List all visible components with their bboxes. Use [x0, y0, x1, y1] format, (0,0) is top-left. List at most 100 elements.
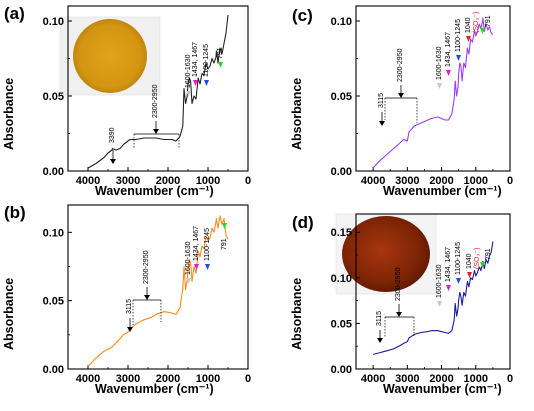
- annotation-1434-1467: 1434, 1467: [192, 42, 199, 86]
- annotations-d: 3115 2300-2950 1600-1630 1434, 1467 1100: [376, 242, 492, 343]
- annotation-1040-so3: 1040 (SO₃⁻): [466, 248, 481, 278]
- annotation-1100-1245: 1100-1245: [455, 19, 462, 61]
- panel-c: (c) Absorbance Wavenumber (cm⁻¹) 4000 300…: [290, 5, 513, 198]
- annotation-label: 1434, 1467: [193, 226, 200, 261]
- x-tick-label: 1000: [464, 175, 488, 187]
- annotation-label: 2300-2950: [152, 84, 159, 118]
- x-tick-label: 1000: [196, 373, 220, 385]
- panel-label: (a): [4, 4, 25, 23]
- x-axis-title: Wavenumber (cm⁻¹): [383, 184, 502, 198]
- annotation-2300-2950: 2300-2950: [132, 250, 162, 325]
- y-axis-title: Absorbance: [2, 78, 16, 150]
- inset-photo: [335, 213, 437, 295]
- annotation-label: 2300-2950: [397, 48, 404, 82]
- panel-a: (a) Absorbance Wavenumber (cm⁻¹) 4000 300…: [2, 4, 251, 198]
- y-tick-label: 0.10: [331, 273, 352, 285]
- annotation-1600-1630: 1600-1630: [436, 264, 443, 307]
- x-axis-title: Wavenumber (cm⁻¹): [383, 382, 502, 396]
- annotation-2300-2950: 2300-2950: [384, 267, 415, 338]
- x-axis-title: Wavenumber (cm⁻¹): [95, 184, 214, 198]
- inset-photo: [59, 16, 161, 96]
- annotation-label: 1600-1630: [185, 241, 192, 275]
- annotation-label: 1100-1245: [455, 242, 462, 275]
- panel-d: (d) Absorbance Wavenumber (cm⁻¹) 4000 300…: [290, 213, 513, 396]
- x-tick-label: 0: [245, 373, 251, 385]
- annotation-2300-2950: 2300-2950: [133, 84, 180, 148]
- plot-frame: [67, 204, 249, 370]
- y-tick-label: 0.05: [331, 318, 352, 330]
- y-axis-title: Absorbance: [2, 278, 16, 350]
- annotation-3115: 3115: [126, 299, 133, 332]
- spectrum-plot-b: 4000 3000 2000 1000 0 0.00 0.05 0.10: [43, 204, 251, 385]
- x-tick-label: 2000: [429, 175, 453, 187]
- annotation-label: 791: [217, 47, 224, 59]
- annotation-label: 1100-1245: [455, 19, 462, 52]
- y-tick-label: 0.05: [43, 296, 64, 308]
- y-tick-label: 0.00: [43, 166, 64, 178]
- x-axis-title: Wavenumber (cm⁻¹): [95, 382, 214, 396]
- x-tick-label: 1000: [464, 373, 488, 385]
- x-tick-label: 2000: [156, 373, 180, 385]
- annotation-label: 1600-1630: [436, 264, 443, 298]
- x-tick-label: 0: [507, 373, 513, 385]
- y-axis-title: Absorbance: [290, 278, 304, 350]
- annotation-1600-1630: 1600-1630: [185, 241, 192, 284]
- spectrum-plot-c: 4000 3000 2000 1000 0 0.00 0.05 0.10: [331, 5, 513, 187]
- x-tick-label: 0: [507, 175, 513, 187]
- yellow-film-photo: [73, 19, 147, 93]
- annotation-1434-1467: 1434, 1467: [193, 226, 200, 270]
- y-tick-label: 0.05: [331, 91, 352, 103]
- annotation-label: 3390: [109, 127, 116, 143]
- spectrum-line: [372, 17, 494, 169]
- y-tick-label: 0.15: [331, 227, 352, 239]
- annotation-1600-1630: 1600-1630: [185, 54, 192, 97]
- x-tick-label: 3000: [395, 175, 419, 187]
- annotation-1100-1245: 1100-1245: [203, 44, 210, 86]
- annotation-791: 791: [480, 248, 492, 268]
- x-tick-label: 4000: [361, 175, 385, 187]
- annotation-label: 1600-1630: [185, 54, 192, 88]
- plot-frame: [355, 213, 511, 370]
- y-tick-label: 0.10: [43, 227, 64, 239]
- annotation-2300-2950: 2300-2950: [384, 48, 418, 123]
- annotation-label: 3115: [376, 311, 383, 326]
- annotation-3390: 3390: [109, 127, 116, 164]
- annotation-label: 791: [485, 15, 492, 27]
- annotation-3115: 3115: [376, 311, 383, 343]
- spectrum-plot-a: 4000 3000 2000 1000 0 0.00 0.05 0.10: [43, 5, 251, 187]
- annotation-label: 1040: [465, 17, 472, 33]
- x-tick-label: 1000: [196, 175, 220, 187]
- annotation-791: 791: [480, 15, 492, 34]
- annotation-label: 1040: [466, 253, 473, 269]
- annotations-a: 3390 2300-2950 1600-1630 1434, 1467 1100: [109, 42, 224, 164]
- plot-frame: [67, 5, 249, 172]
- y-tick-label: 0.00: [43, 364, 64, 376]
- spectrum-line: [87, 14, 229, 169]
- panel-label: (d): [292, 213, 314, 232]
- annotation-label: 791: [221, 238, 228, 250]
- annotation-label: 3115: [126, 299, 133, 314]
- annotation-791: 791: [221, 223, 228, 250]
- x-tick-label: 4000: [361, 373, 385, 385]
- x-tick-label: 3000: [395, 373, 419, 385]
- y-tick-label: 0.00: [331, 364, 352, 376]
- y-tick-label: 0.10: [43, 16, 64, 28]
- x-tick-label: 2000: [156, 175, 180, 187]
- annotation-label: 791: [485, 248, 492, 260]
- y-tick-label: 0.00: [331, 166, 352, 178]
- annotation-1434-1467: 1434, 1467: [445, 32, 452, 76]
- panel-b: (b) Absorbance Wavenumber (cm⁻¹) 4000 300…: [2, 203, 251, 396]
- panel-label: (c): [292, 6, 313, 25]
- x-tick-label: 0: [245, 175, 251, 187]
- annotation-1100-1245: 1100-1245: [455, 242, 462, 284]
- brown-film-photo: [342, 216, 430, 292]
- annotation-label: 1434, 1467: [445, 32, 452, 67]
- annotation-791: 791: [217, 47, 224, 68]
- y-tick-label: 0.10: [331, 16, 352, 28]
- annotation-label: 1434, 1467: [445, 247, 452, 282]
- annotation-3115: 3115: [378, 93, 385, 126]
- panel-label: (b): [4, 203, 26, 222]
- annotation-sublabel: (SO₃⁻): [474, 248, 481, 269]
- annotation-label: 1434, 1467: [192, 42, 199, 77]
